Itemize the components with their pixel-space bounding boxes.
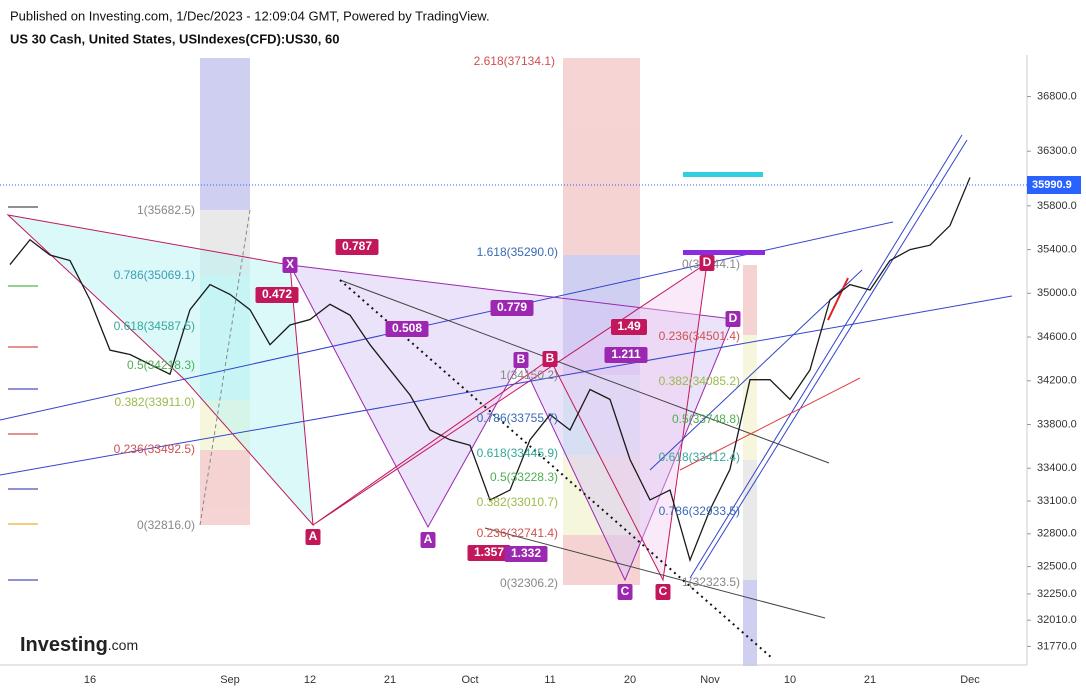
pattern-label: B [517, 352, 526, 366]
logo: Investing.com [20, 634, 138, 656]
symbol-line: US 30 Cash, United States, USIndexes(CFD… [10, 31, 339, 46]
pattern-label: 1.211 [611, 347, 641, 361]
x-tick-label: Sep [220, 674, 240, 686]
pattern-label-box [504, 546, 548, 562]
x-tick-label: 21 [384, 674, 396, 686]
pattern-label: D [703, 255, 712, 269]
x-tick-label: Oct [461, 674, 478, 686]
pattern-label-box [604, 347, 648, 363]
pattern-label: 1.49 [617, 319, 641, 333]
left-markers [8, 206, 38, 581]
pattern-label: 0.779 [497, 300, 527, 314]
y-tick-label: 35000.0 [1037, 287, 1077, 299]
pattern-label-box [420, 532, 436, 548]
pattern-label: D [729, 311, 738, 325]
fib-label: 0.618(34587.5) [114, 319, 195, 333]
pattern-label: 1.357 [474, 545, 504, 559]
last-price-label: 35990.9 [1032, 179, 1072, 191]
y-tick-label: 34200.0 [1037, 375, 1077, 387]
y-tick-label: 32800.0 [1037, 528, 1077, 540]
y-tick-label: 32500.0 [1037, 561, 1077, 573]
fib-label: 0.236(32741.4) [477, 526, 558, 540]
fib-label: 0.5(33228.3) [490, 470, 558, 484]
harmonic-patterns [6, 214, 734, 582]
x-tick-label: 10 [784, 674, 796, 686]
pattern-label-box [725, 311, 741, 327]
pattern-label-box [542, 351, 558, 367]
fib-label: 0.236(33492.5) [114, 442, 195, 456]
pattern-label: 0.472 [262, 287, 292, 301]
x-tick-label: Dec [960, 674, 980, 686]
pattern-label-box [490, 300, 534, 316]
y-tick-label: 33800.0 [1037, 418, 1077, 430]
pattern-label-box [699, 255, 715, 271]
logo-suffix: .com [108, 637, 138, 653]
fib-label: 0(32306.2) [500, 576, 558, 590]
x-tick-label: 21 [864, 674, 876, 686]
x-tick-label: 16 [84, 674, 96, 686]
y-tick-label: 34600.0 [1037, 331, 1077, 343]
y-tick-label: 35400.0 [1037, 243, 1077, 255]
pattern-label: C [621, 584, 630, 598]
x-tick-label: Nov [700, 674, 720, 686]
trendlines [0, 134, 1013, 659]
pattern-label: B [546, 351, 555, 365]
pattern-label-box [282, 257, 298, 273]
price-line [9, 177, 971, 563]
fib-label: 0.382(33010.7) [477, 495, 558, 509]
pattern-label: 0.508 [392, 321, 422, 335]
pattern-label: A [424, 532, 433, 546]
y-tick-label: 32250.0 [1037, 588, 1077, 600]
y-tick-label: 33100.0 [1037, 495, 1077, 507]
fib-label: 1(35682.5) [137, 203, 195, 217]
pattern-label-box [335, 239, 379, 255]
fib-label: 1(32323.5) [682, 575, 740, 589]
pattern-label: C [659, 584, 668, 598]
fib-label: 0(32816.0) [137, 518, 195, 532]
fib-label: 0.618(33445.9) [477, 446, 558, 460]
x-tick-label: 11 [544, 674, 555, 686]
y-tick-label: 32010.0 [1037, 614, 1077, 626]
logo-brand: Investing [20, 634, 108, 656]
fib-label: 0.786(35069.1) [114, 268, 195, 282]
fib-label: 1.618(35290.0) [477, 245, 558, 259]
pattern-label-box [385, 321, 429, 337]
pattern-label-box [611, 319, 647, 335]
pattern-label-box [513, 352, 529, 368]
fib-label: 0.382(34085.2) [659, 374, 740, 388]
y-tick-label: 33400.0 [1037, 462, 1077, 474]
published-line: Published on Investing.com, 1/Dec/2023 -… [10, 8, 490, 23]
pattern-label: A [309, 529, 318, 543]
fib-label: 0.382(33911.0) [114, 395, 195, 409]
pattern-label-box [255, 287, 299, 303]
y-tick-label: 31770.0 [1037, 640, 1077, 652]
pattern-label: X [286, 257, 294, 271]
fib-label: 0.786(33755.7) [477, 411, 558, 425]
pattern-label-box [655, 584, 671, 600]
fib-label: 2.618(37134.1) [474, 54, 555, 68]
x-tick-label: 12 [304, 674, 316, 686]
pattern-label: 0.787 [342, 239, 372, 253]
last-price-box [1027, 175, 1081, 194]
pattern-label: 1.332 [511, 546, 541, 560]
fib-label: 0.5(34218.3) [127, 358, 195, 372]
y-tick-label: 36800.0 [1037, 90, 1077, 102]
fib-label: 0.618(33412.4) [659, 450, 740, 464]
pattern-label-box [305, 529, 321, 545]
pattern-label-box [467, 545, 511, 561]
fib-label: 0.236(34501.4) [659, 329, 740, 343]
y-tick-label: 36300.0 [1037, 145, 1077, 157]
fib-label: 1(34150.2) [500, 368, 558, 382]
pattern-label-box [617, 584, 633, 600]
x-tick-label: 20 [624, 674, 636, 686]
fib-label: 0.5(33748.8) [672, 412, 740, 426]
fib-label: 0.786(32933.5) [659, 504, 740, 518]
y-tick-label: 35800.0 [1037, 200, 1077, 212]
